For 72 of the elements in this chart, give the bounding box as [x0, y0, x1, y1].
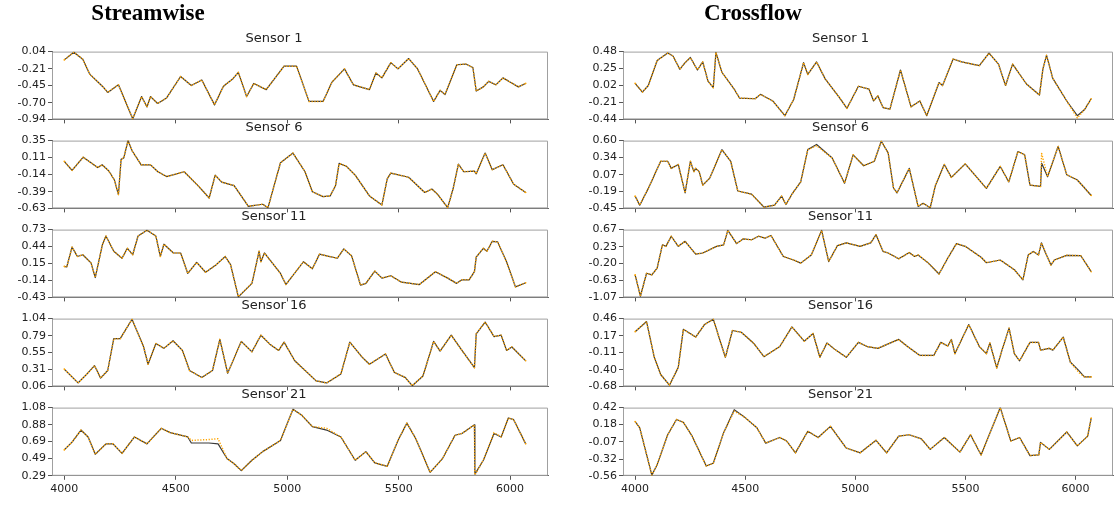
y-tick-label: 0.67: [592, 222, 617, 236]
y-tick-label: -0.94: [17, 112, 46, 126]
x-tick-label: 5500: [951, 482, 980, 496]
y-tick-label: 0.31: [21, 361, 46, 375]
y-tick-label: 0.69: [21, 434, 46, 448]
x-tick-label: 5500: [384, 482, 413, 496]
y-tick-label: 0.34: [592, 150, 617, 164]
x-tick-label: 4000: [621, 482, 650, 496]
y-tick-label: 0.11: [21, 150, 46, 164]
y-tick-label: 0.49: [21, 451, 46, 465]
y-tick-label: -0.14: [17, 167, 46, 181]
chart-subtitle: Sensor 1: [245, 30, 303, 46]
y-tick-label: 0.88: [21, 417, 46, 431]
chart-title: Crossflow: [704, 0, 802, 26]
y-tick-label: 0.02: [592, 78, 617, 92]
y-tick-label: -0.21: [588, 95, 617, 109]
y-tick-label: -0.63: [588, 273, 617, 287]
y-tick-label: -0.43: [17, 290, 46, 304]
x-tick-label: 4500: [731, 482, 760, 496]
y-tick-label: -0.68: [588, 379, 617, 393]
y-tick-label: 1.08: [21, 400, 46, 414]
y-tick-label: 0.18: [592, 417, 617, 431]
chart-title: Sensor 16: [807, 297, 874, 313]
y-tick-label: -0.07: [588, 434, 617, 448]
y-tick-label: -0.45: [17, 78, 46, 92]
chart-subtitle: Sensor 1: [812, 30, 869, 46]
chart-title: Sensor 21: [241, 386, 307, 402]
y-tick-label: -1.07: [588, 290, 617, 304]
y-tick-label: -0.56: [588, 468, 617, 482]
x-tick-label: 5000: [841, 482, 870, 496]
y-tick-label: 1.04: [21, 311, 46, 325]
chart-title: Sensor 6: [812, 119, 869, 135]
chart-title: Sensor 11: [241, 208, 307, 224]
y-tick-label: 0.04: [21, 44, 46, 58]
x-tick-label: 6000: [1061, 482, 1090, 496]
x-tick-label: 6000: [496, 482, 525, 496]
y-tick-label: 0.15: [21, 256, 46, 270]
y-tick-label: -0.44: [588, 112, 617, 126]
y-tick-label: 0.60: [592, 133, 617, 147]
chart-title: Sensor 21: [807, 386, 874, 402]
y-tick-label: -0.39: [17, 184, 46, 198]
y-tick-label: 0.79: [21, 328, 46, 342]
y-tick-label: 0.42: [592, 400, 617, 414]
y-tick-label: 0.29: [21, 468, 46, 482]
chart-title: Sensor 6: [245, 119, 303, 135]
y-tick-label: 0.17: [592, 328, 617, 342]
chart-title: Streamwise: [91, 0, 205, 26]
y-tick-label: -0.70: [17, 95, 46, 109]
chart-title: Sensor 16: [241, 297, 307, 313]
y-tick-label: 0.25: [592, 61, 617, 75]
y-tick-label: 0.35: [21, 133, 46, 147]
y-tick-label: 0.06: [21, 379, 46, 393]
y-tick-label: -0.20: [588, 256, 617, 270]
y-tick-label: -0.11: [588, 345, 617, 359]
y-tick-label: 0.73: [21, 222, 46, 236]
chart-title: Sensor 11: [807, 208, 874, 224]
y-tick-label: -0.19: [588, 184, 617, 198]
x-tick-label: 5000: [273, 482, 302, 496]
y-tick-label: -0.21: [17, 61, 46, 75]
x-tick-label: 4500: [161, 482, 190, 496]
y-tick-label: 0.23: [592, 239, 617, 253]
x-tick-label: 4000: [50, 482, 79, 496]
y-tick-label: -0.45: [588, 201, 617, 215]
y-tick-label: 0.46: [592, 311, 617, 325]
y-tick-label: 0.48: [592, 44, 617, 58]
y-tick-label: 0.07: [592, 167, 617, 181]
y-tick-label: 0.55: [21, 345, 46, 359]
y-tick-label: 0.44: [21, 239, 46, 253]
y-tick-label: -0.63: [17, 201, 46, 215]
y-tick-label: -0.40: [588, 362, 617, 376]
y-tick-label: -0.14: [17, 273, 46, 287]
y-tick-label: -0.32: [588, 451, 617, 465]
